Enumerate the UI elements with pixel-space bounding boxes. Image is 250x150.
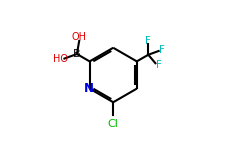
Text: B: B bbox=[73, 49, 81, 59]
Text: F: F bbox=[145, 36, 151, 46]
Text: F: F bbox=[156, 60, 162, 70]
Text: HO: HO bbox=[53, 54, 68, 64]
Text: Cl: Cl bbox=[108, 119, 119, 129]
Text: N: N bbox=[84, 82, 94, 95]
Text: F: F bbox=[160, 45, 165, 55]
Text: OH: OH bbox=[72, 32, 87, 42]
